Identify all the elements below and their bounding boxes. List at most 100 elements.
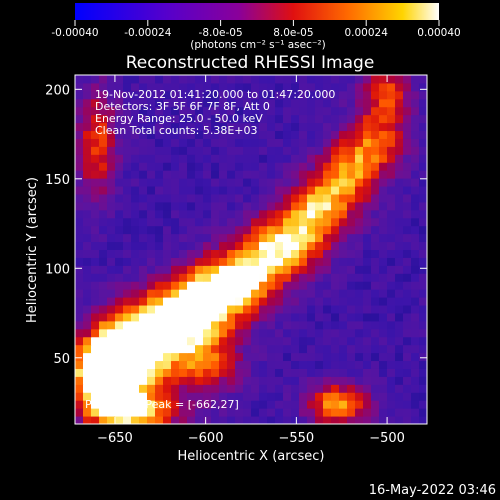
heatmap-cell — [203, 305, 212, 314]
heatmap-cell — [83, 209, 92, 219]
observation-info: 19-Nov-2012 01:41:20.000 to 01:47:20.000… — [95, 88, 335, 137]
heatmap-cell — [203, 98, 212, 108]
heatmap-cell — [347, 106, 356, 116]
heatmap-cell — [291, 289, 300, 298]
heatmap-cell — [267, 320, 276, 330]
heatmap-cell — [275, 98, 284, 108]
heatmap-cell — [259, 328, 268, 338]
heatmap-cell — [291, 130, 300, 139]
heatmap-cell — [379, 82, 388, 92]
heatmap-cell — [419, 90, 428, 100]
heatmap-cell — [243, 305, 252, 314]
heatmap-cell — [299, 201, 308, 211]
heatmap-cell — [331, 273, 340, 282]
heatmap-cell — [371, 170, 380, 179]
heatmap-cell — [275, 122, 284, 132]
heatmap-cell — [251, 305, 260, 314]
heatmap-cell — [259, 170, 268, 179]
heatmap-cell — [187, 328, 196, 338]
heatmap-cell — [147, 225, 156, 235]
heatmap-cell — [163, 249, 172, 258]
heatmap-cell — [315, 408, 324, 417]
heatmap-cell — [211, 193, 220, 203]
heatmap-cell — [355, 122, 364, 132]
heatmap-cell — [171, 400, 180, 409]
heatmap-cell — [275, 352, 284, 362]
heatmap-cell — [91, 320, 100, 330]
heatmap-cell — [115, 392, 124, 401]
heatmap-cell — [283, 82, 292, 92]
heatmap-cell — [419, 392, 428, 401]
heatmap-cell — [283, 368, 292, 377]
heatmap-cell — [195, 233, 204, 243]
heatmap-cell — [179, 114, 188, 124]
heatmap-cell — [347, 217, 356, 227]
heatmap-cell — [339, 400, 348, 409]
heatmap-cell — [275, 162, 284, 171]
heatmap-cell — [371, 75, 380, 84]
heatmap-cell — [83, 265, 92, 274]
heatmap-cell — [411, 265, 420, 274]
heatmap-cell — [171, 368, 180, 377]
heatmap-cell — [371, 241, 380, 250]
heatmap-cell — [379, 75, 388, 84]
heatmap-cell — [347, 328, 356, 338]
heatmap-cell — [363, 122, 372, 132]
plot-title: Reconstructed RHESSI Image — [126, 53, 375, 73]
heatmap-cell — [235, 154, 244, 163]
heatmap-cell — [227, 186, 236, 195]
heatmap-cell — [251, 114, 260, 124]
heatmap-cell — [387, 241, 396, 250]
heatmap-cell — [411, 82, 420, 92]
heatmap-cell — [395, 90, 404, 100]
heatmap-cell — [123, 281, 132, 290]
heatmap-cell — [275, 90, 284, 100]
heatmap-cell — [211, 320, 220, 330]
heatmap-cell — [403, 217, 412, 227]
heatmap-cell — [267, 265, 276, 274]
heatmap-cell — [171, 201, 180, 211]
heatmap-cell — [195, 114, 204, 124]
heatmap-cell — [291, 225, 300, 235]
heatmap-cell — [275, 368, 284, 377]
heatmap-cell — [131, 201, 140, 211]
heatmap-cell — [107, 186, 116, 195]
heatmap-cell — [379, 368, 388, 377]
heatmap-cell — [99, 336, 108, 346]
heatmap-cell — [323, 257, 332, 266]
heatmap-cell — [107, 249, 116, 258]
heatmap-cell — [395, 122, 404, 132]
heatmap-cell — [379, 408, 388, 417]
heatmap-cell — [411, 297, 420, 306]
heatmap-cell — [163, 384, 172, 393]
heatmap-cell — [411, 257, 420, 266]
heatmap-cell — [179, 416, 188, 425]
heatmap-cell — [403, 98, 412, 108]
heatmap-cell — [99, 75, 108, 84]
heatmap-cell — [283, 289, 292, 298]
heatmap-cell — [243, 162, 252, 171]
heatmap-cell — [411, 352, 420, 362]
heatmap-cell — [299, 392, 308, 401]
heatmap-cell — [331, 249, 340, 258]
heatmap-cell — [147, 75, 156, 84]
heatmap-cell — [243, 201, 252, 211]
heatmap-cell — [195, 241, 204, 250]
heatmap-cell — [99, 201, 108, 211]
heatmap-cell — [259, 289, 268, 298]
heatmap-cell — [379, 376, 388, 385]
heatmap-cell — [187, 146, 196, 155]
heatmap-cell — [315, 82, 324, 92]
heatmap-cell — [123, 233, 132, 243]
heatmap-cell — [203, 289, 212, 298]
heatmap-cell — [99, 162, 108, 171]
heatmap-cell — [219, 336, 228, 346]
heatmap-cell — [387, 138, 396, 147]
heatmap-cell — [403, 265, 412, 274]
heatmap-cell — [139, 241, 148, 250]
heatmap-cell — [371, 114, 380, 124]
heatmap-cell — [155, 75, 164, 84]
heatmap-cell — [283, 408, 292, 417]
heatmap-cell — [267, 416, 276, 425]
heatmap-cell — [379, 162, 388, 171]
